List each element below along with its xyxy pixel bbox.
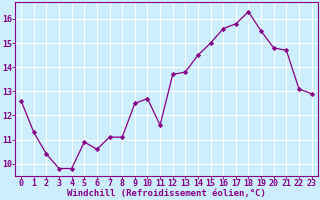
X-axis label: Windchill (Refroidissement éolien,°C): Windchill (Refroidissement éolien,°C): [67, 189, 266, 198]
